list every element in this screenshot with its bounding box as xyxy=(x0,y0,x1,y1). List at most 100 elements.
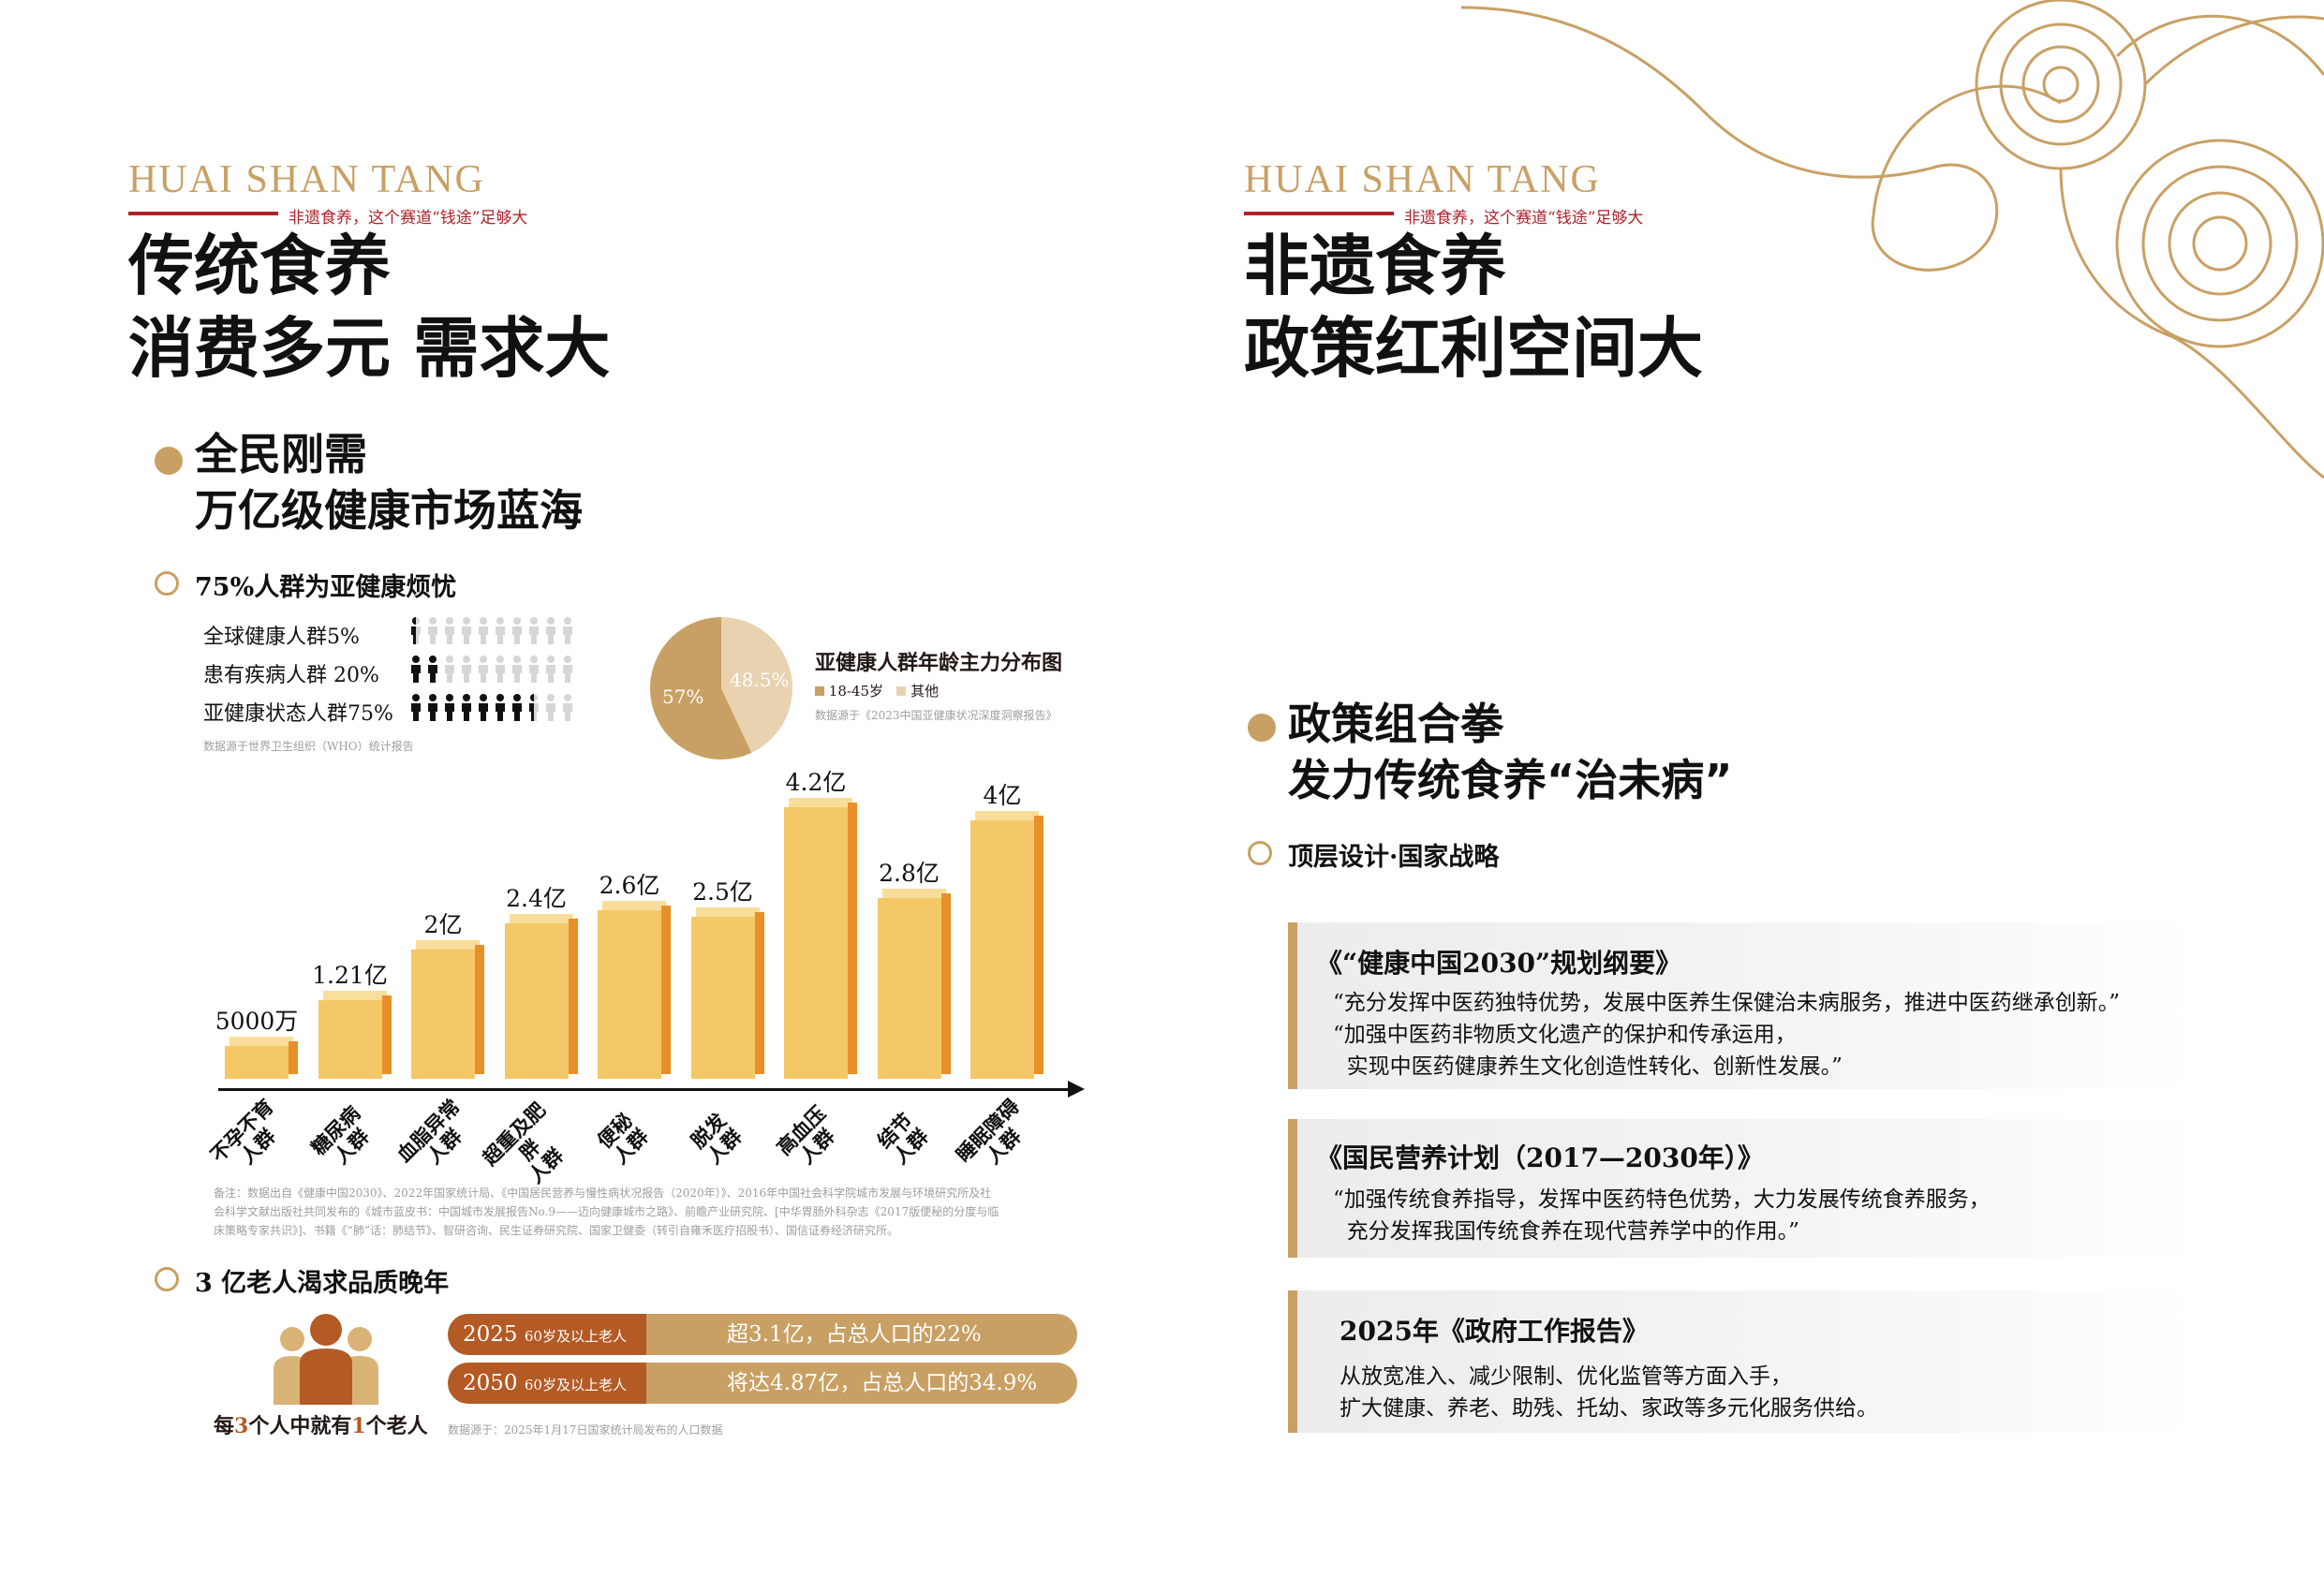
person-icon xyxy=(445,694,454,721)
policy-title: 《“健康中国2030”规划纲要》 xyxy=(1316,948,1682,979)
chart-bar-front xyxy=(225,1046,289,1079)
year: 2025 60岁及以上老人 xyxy=(463,1314,627,1355)
age-pie-chart: 57% 48.5% xyxy=(650,617,792,759)
policy-line: 充分发挥我国传统食养在现代营养学中的作用。” xyxy=(1333,1219,1799,1244)
chart-category-label-line: 不孕不育 xyxy=(205,1094,278,1167)
chart-bar xyxy=(504,914,578,1079)
policy-line: 从放宽准入、减少限制、优化监管等方面入手， xyxy=(1340,1364,1792,1389)
caption-text: 个人中就有 xyxy=(248,1414,352,1438)
legend-label-other: 其他 xyxy=(910,683,940,700)
chart-bar-top xyxy=(789,798,852,807)
chart-axis xyxy=(218,1088,1071,1091)
stat-label-disease: 患有疾病人群 20% xyxy=(203,664,379,687)
person-icon xyxy=(563,617,572,644)
policy-line: “加强中医药非物质文化遗产的保护和传承运用， xyxy=(1333,1023,1797,1047)
section-title-line1: 全民刚需 xyxy=(195,429,367,479)
chart-bar-value-label: 5000万 xyxy=(215,1008,299,1036)
brand-name: HUAI SHAN TANG xyxy=(128,158,485,201)
pie-legend: 18-45岁 其他 xyxy=(815,681,939,700)
chart-category-label-line: 血脂异常 xyxy=(392,1094,465,1167)
chart-category-label-line: 睡眠障碍 xyxy=(951,1094,1024,1167)
pie-slice-label: 57% xyxy=(662,685,703,708)
chart-bar-value-label: 2.8亿 xyxy=(879,859,940,887)
chart-category-label-line: 人群 xyxy=(887,1124,933,1169)
brand-name: HUAI SHAN TANG xyxy=(1244,158,1601,201)
chart-category-label-line: 人群 xyxy=(328,1124,374,1169)
auspicious-cloud-decoration xyxy=(1461,0,2324,479)
chart-category-label: 脱发 人群 xyxy=(671,1093,762,1185)
elderly-row-2050: 2050 60岁及以上老人 将达4.87亿，占总人口的34.9% xyxy=(448,1363,1077,1404)
chart-category-label: 血脂异常 人群 xyxy=(391,1093,482,1185)
chart-bar-front xyxy=(411,949,475,1079)
policy-title: 2025年《政府工作报告》 xyxy=(1340,1316,1649,1347)
elderly-row-2025: 2025 60岁及以上老人 超3.1亿，占总人口的22% xyxy=(448,1314,1077,1355)
brand-underline xyxy=(1244,212,1394,215)
chart-bar-top xyxy=(602,901,666,911)
chart-bar-side xyxy=(381,995,392,1074)
chart-bar-top xyxy=(229,1037,293,1047)
person-icon xyxy=(479,656,488,683)
chart-bar-value-label: 4亿 xyxy=(983,781,1022,809)
elderly-value: 将达4.87亿，占总人口的34.9% xyxy=(727,1371,1038,1395)
chart-category-label-line: 糖尿病 xyxy=(305,1101,364,1160)
subheading-ring xyxy=(155,1267,179,1291)
chart-bar-side xyxy=(568,919,578,1074)
policy-line: 实现中医药健康养生文化创造性转化、创新性发展。” xyxy=(1333,1054,1843,1079)
chart-bar-side xyxy=(661,906,671,1074)
chart-bar-value-label: 2.4亿 xyxy=(506,885,567,913)
year-text: 2050 xyxy=(463,1371,518,1395)
year: 2050 60岁及以上老人 xyxy=(463,1363,627,1404)
person-icon xyxy=(445,656,454,683)
person-icon xyxy=(546,656,555,683)
policy-line: 扩大健康、养老、助残、托幼、家政等多元化服务供给。 xyxy=(1340,1396,1878,1421)
chart-category-label-line: 脱发 xyxy=(685,1108,731,1153)
chart-bar xyxy=(784,798,857,1079)
person-icon xyxy=(411,617,421,644)
page-title-line2: 政策红利空间大 xyxy=(1244,310,1703,387)
chart-category-label-line: 人群 xyxy=(701,1124,747,1169)
chart-bar-side xyxy=(1034,815,1044,1074)
elderly-source: 数据源于：2025年1月17日国家统计局发布的人口数据 xyxy=(448,1423,723,1437)
caption-number: 1 xyxy=(351,1414,366,1438)
page-title-line2: 消费多元 需求大 xyxy=(128,310,611,387)
person-icon xyxy=(496,694,505,721)
person-icon xyxy=(512,656,522,683)
chart-bar xyxy=(970,810,1044,1079)
elderly-heading: 3 亿老人渴求品质晚年 xyxy=(195,1269,450,1298)
chart-bar xyxy=(877,888,951,1079)
chart-bar-side xyxy=(754,912,764,1074)
year-block xyxy=(448,1314,646,1355)
person-icon xyxy=(411,694,421,721)
chart-category-label-line: 结节 xyxy=(871,1108,917,1153)
chart-bar-side xyxy=(848,803,857,1074)
chart-category-label: 高血压 人群 xyxy=(763,1093,855,1185)
chart-category-label: 结节 人群 xyxy=(857,1093,949,1185)
person-row xyxy=(409,655,597,693)
policy-line: “充分发挥中医药独特优势，发展中医养生保健治未病服务，推进中医药继承创新。” xyxy=(1333,991,2121,1015)
person-icon xyxy=(411,656,421,683)
policy-title: 《国民营养计划（2017—2030年）》 xyxy=(1316,1142,1764,1173)
policy-accent-bar xyxy=(1288,922,1297,1089)
person-icon xyxy=(546,694,555,721)
chart-category-label-line: 人群 xyxy=(608,1124,653,1169)
person-icon xyxy=(563,656,572,683)
caption-number: 3 xyxy=(234,1414,249,1438)
person-row xyxy=(409,616,597,655)
year-desc: 60岁及以上老人 xyxy=(524,1328,627,1345)
year-block xyxy=(448,1363,646,1404)
chart-category-label: 便秘 人群 xyxy=(577,1093,669,1185)
chart-category-label: 不孕不育 人群 xyxy=(204,1093,296,1185)
chart-bar-front xyxy=(598,910,661,1079)
chart-category-label-line: 超重及肥胖 xyxy=(477,1098,550,1171)
section-title-line1: 政策组合拳 xyxy=(1288,699,1503,749)
person-icon xyxy=(428,617,437,644)
chart-bar xyxy=(411,939,484,1079)
subheading-ring xyxy=(155,571,179,596)
chart-bar-front xyxy=(970,819,1034,1079)
policy-line: “加强传统食养指导，发挥中医药特色优势，大力发展传统食养服务， xyxy=(1333,1187,1991,1212)
chart-bar-front xyxy=(784,807,848,1079)
person-icon xyxy=(479,694,488,721)
person-icon xyxy=(512,694,522,721)
chart-bar-side xyxy=(940,892,951,1074)
chart-category-label-line: 高血压 xyxy=(772,1101,831,1160)
